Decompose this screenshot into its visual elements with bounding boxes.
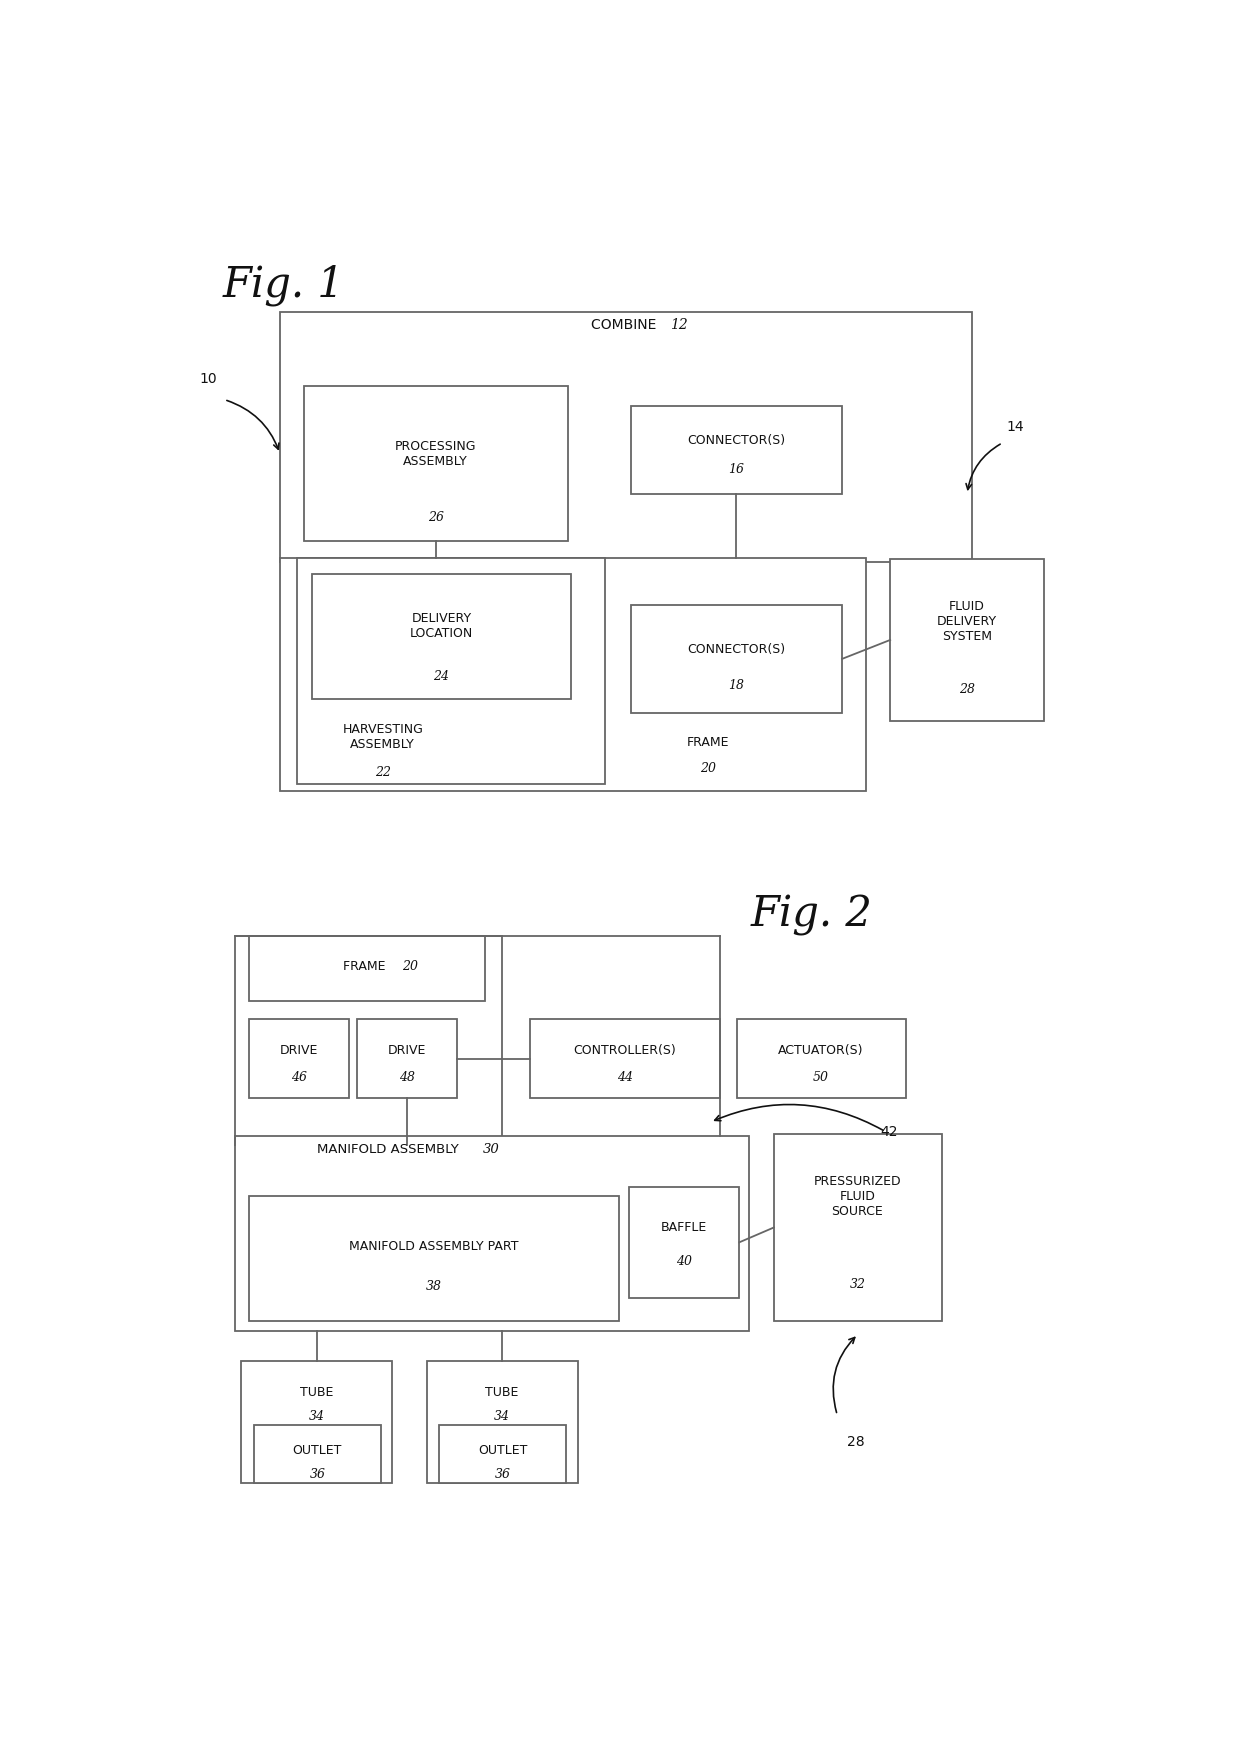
Text: 14: 14	[1007, 419, 1024, 433]
Text: TUBE: TUBE	[300, 1386, 334, 1398]
Text: 20: 20	[699, 761, 715, 775]
Text: 36: 36	[310, 1468, 325, 1480]
Text: 44: 44	[618, 1072, 632, 1084]
Text: PRESSURIZED
FLUID
SOURCE: PRESSURIZED FLUID SOURCE	[813, 1175, 901, 1217]
Bar	[311, 574, 572, 700]
Text: CONTROLLER(S): CONTROLLER(S)	[574, 1044, 676, 1058]
Bar	[890, 560, 1044, 721]
Text: 48: 48	[399, 1072, 415, 1084]
Text: HARVESTING
ASSEMBLY: HARVESTING ASSEMBLY	[342, 723, 423, 751]
Text: DRIVE: DRIVE	[388, 1044, 427, 1058]
Text: 50: 50	[813, 1072, 830, 1084]
Text: ACTUATOR(S): ACTUATOR(S)	[779, 1044, 864, 1058]
Text: BAFFLE: BAFFLE	[661, 1221, 707, 1235]
Text: 28: 28	[847, 1435, 864, 1449]
Bar	[738, 1019, 905, 1098]
Text: 34: 34	[494, 1410, 510, 1422]
Text: 28: 28	[959, 684, 975, 696]
Text: Fig. 1: Fig. 1	[222, 263, 345, 305]
Text: MANIFOLD ASSEMBLY PART: MANIFOLD ASSEMBLY PART	[348, 1240, 518, 1252]
Bar	[242, 1361, 392, 1482]
Text: 18: 18	[728, 679, 744, 693]
Text: PROCESSING
ASSEMBLY: PROCESSING ASSEMBLY	[394, 440, 476, 468]
Text: 26: 26	[428, 510, 444, 523]
Text: 42: 42	[880, 1124, 898, 1138]
Text: 10: 10	[200, 372, 217, 386]
Text: 12: 12	[670, 317, 688, 332]
Bar	[298, 558, 605, 784]
Text: 40: 40	[676, 1254, 692, 1268]
Text: CONNECTOR(S): CONNECTOR(S)	[687, 644, 785, 656]
Bar	[774, 1135, 942, 1321]
Text: 30: 30	[482, 1142, 500, 1156]
Text: OUTLET: OUTLET	[293, 1444, 342, 1458]
Text: COMBINE: COMBINE	[591, 317, 661, 332]
Text: FLUID
DELIVERY
SYSTEM: FLUID DELIVERY SYSTEM	[937, 600, 997, 642]
Text: DRIVE: DRIVE	[280, 1044, 319, 1058]
Text: 20: 20	[402, 959, 418, 973]
Bar	[280, 558, 867, 791]
Bar	[234, 935, 502, 1145]
Text: 24: 24	[433, 670, 449, 682]
Text: 38: 38	[425, 1280, 441, 1293]
Text: 36: 36	[495, 1468, 511, 1480]
Bar	[304, 386, 568, 542]
Bar	[529, 1019, 720, 1098]
Bar	[249, 1196, 619, 1321]
Bar	[280, 312, 972, 561]
Bar	[254, 1424, 381, 1482]
Text: DELIVERY
LOCATION: DELIVERY LOCATION	[409, 612, 472, 640]
Text: 16: 16	[728, 463, 744, 477]
Bar	[631, 605, 842, 712]
Text: MANIFOLD ASSEMBLY: MANIFOLD ASSEMBLY	[317, 1142, 464, 1156]
Text: 34: 34	[309, 1410, 325, 1422]
Bar	[439, 1424, 567, 1482]
Text: 46: 46	[291, 1072, 308, 1084]
Text: Fig. 2: Fig. 2	[751, 895, 873, 937]
Bar	[234, 1135, 749, 1331]
Text: CONNECTOR(S): CONNECTOR(S)	[687, 433, 785, 447]
Bar	[249, 935, 485, 1000]
Text: 22: 22	[374, 766, 391, 779]
Text: FRAME: FRAME	[343, 959, 389, 973]
Text: OUTLET: OUTLET	[479, 1444, 527, 1458]
Bar	[249, 1019, 350, 1098]
Text: TUBE: TUBE	[485, 1386, 518, 1398]
Bar	[629, 1187, 739, 1298]
Bar	[631, 407, 842, 495]
Text: FRAME: FRAME	[686, 737, 729, 749]
Bar	[427, 1361, 578, 1482]
Text: 32: 32	[849, 1277, 866, 1291]
Bar	[357, 1019, 456, 1098]
